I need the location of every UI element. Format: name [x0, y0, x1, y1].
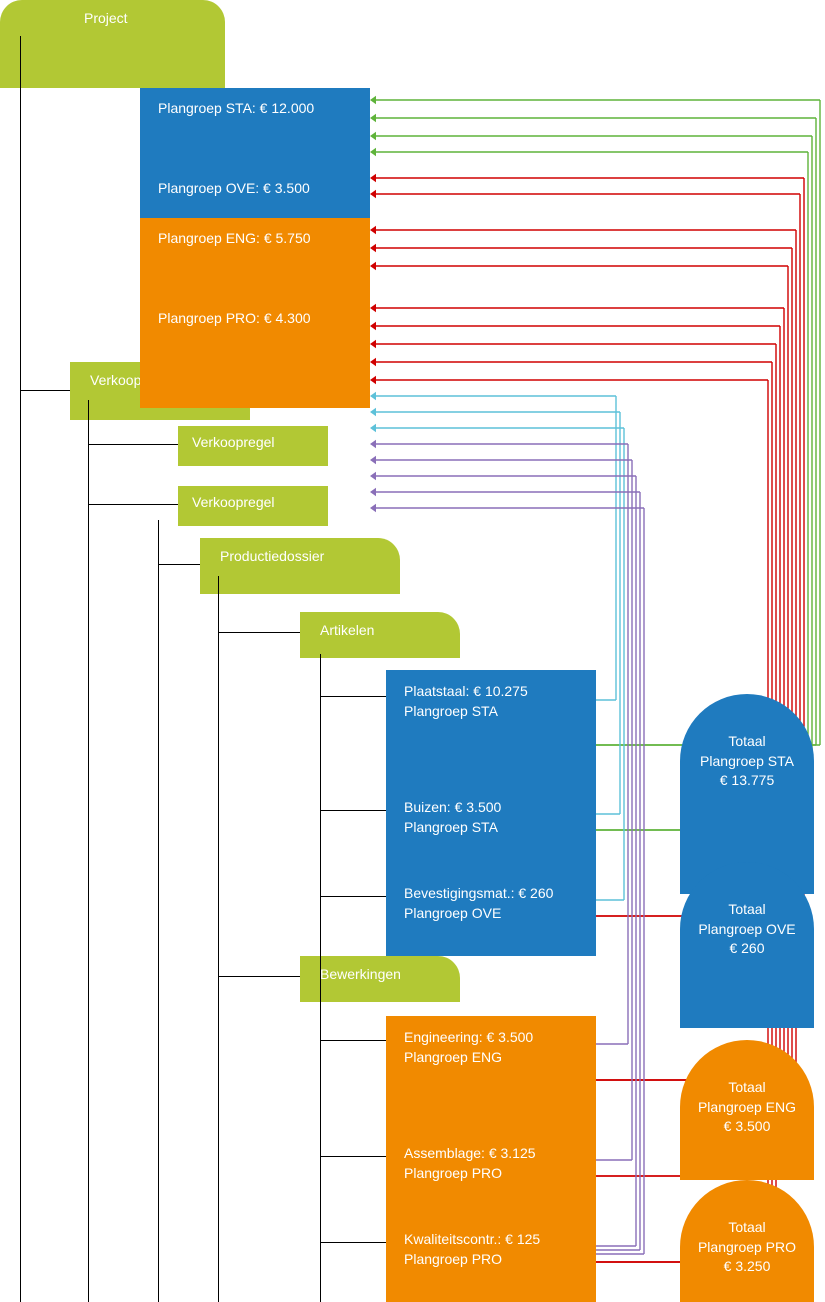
artikel-1-line2: Plangroep STA: [404, 819, 498, 835]
productiedossier-label: Productiedossier: [220, 548, 324, 564]
plangroep-top-1-label: Plangroep OVE: € 3.500: [158, 180, 310, 196]
bewerking-1: Assemblage: € 3.125 Plangroep PRO: [386, 1132, 596, 1218]
tree-vline-2: [158, 520, 159, 1302]
bewerking-1-line2: Plangroep PRO: [404, 1165, 502, 1181]
tree-hline-10: [320, 1156, 386, 1157]
tree-hline-4: [218, 632, 300, 633]
total-0-l1: Totaal: [728, 733, 765, 749]
tree-hline-2: [88, 504, 178, 505]
tree-vline-4: [320, 654, 321, 1302]
total-2-l3: € 3.500: [724, 1118, 771, 1134]
tree-hline-0: [20, 390, 70, 391]
total-1-l1: Totaal: [728, 901, 765, 917]
artikel-0: Plaatstaal: € 10.275 Plangroep STA: [386, 670, 596, 786]
project-node: Project: [0, 0, 225, 88]
tree-hline-1: [88, 444, 178, 445]
tree-hline-8: [320, 896, 386, 897]
plangroep-top-0: Plangroep STA: € 12.000: [140, 88, 370, 168]
plangroep-top-2-label: Plangroep ENG: € 5.750: [158, 230, 311, 246]
total-1-l2: Plangroep OVE: [698, 921, 795, 937]
bewerkingen-node: Bewerkingen: [300, 956, 460, 1002]
total-2-l2: Plangroep ENG: [698, 1099, 796, 1115]
tree-vline-0: [20, 36, 21, 1302]
artikelen-label: Artikelen: [320, 622, 374, 638]
bewerking-2-line1: Kwaliteitscontr.: € 125: [404, 1231, 540, 1247]
verkoopregel2-node: Verkoopregel: [178, 486, 328, 526]
artikel-1: Buizen: € 3.500 Plangroep STA: [386, 786, 596, 872]
bewerking-1-line1: Assemblage: € 3.125: [404, 1145, 536, 1161]
total-pill-1: Totaal Plangroep OVE € 260: [680, 862, 814, 1028]
total-pill-2: Totaal Plangroep ENG € 3.500: [680, 1040, 814, 1180]
tree-hline-6: [320, 696, 386, 697]
plangroep-top-3-label: Plangroep PRO: € 4.300: [158, 310, 311, 326]
verkoopregel1-label: Verkoopregel: [192, 434, 275, 450]
tree-hline-11: [320, 1242, 386, 1243]
plangroep-top-2: Plangroep ENG: € 5.750: [140, 218, 370, 298]
total-3-l2: Plangroep PRO: [698, 1239, 796, 1255]
total-1-l3: € 260: [729, 940, 764, 956]
verkoopregel1-node: Verkoopregel: [178, 426, 328, 466]
bewerking-0-line1: Engineering: € 3.500: [404, 1029, 533, 1045]
total-0-l3: € 13.775: [720, 772, 775, 788]
tree-hline-9: [320, 1040, 386, 1041]
tree-vline-3: [218, 576, 219, 1302]
bewerking-2: Kwaliteitscontr.: € 125 Plangroep PRO: [386, 1218, 596, 1302]
tree-vline-1: [88, 400, 89, 1302]
tree-hline-3: [158, 564, 200, 565]
tree-hline-7: [320, 810, 386, 811]
bewerking-0: Engineering: € 3.500 Plangroep ENG: [386, 1016, 596, 1132]
artikel-0-line1: Plaatstaal: € 10.275: [404, 683, 528, 699]
total-3-l1: Totaal: [728, 1219, 765, 1235]
verkoopregel2-label: Verkoopregel: [192, 494, 275, 510]
productiedossier-node: Productiedossier: [200, 538, 400, 594]
bewerking-0-line2: Plangroep ENG: [404, 1049, 502, 1065]
plangroep-top-0-label: Plangroep STA: € 12.000: [158, 100, 314, 116]
bewerking-2-line2: Plangroep PRO: [404, 1251, 502, 1267]
plangroep-top-1: Plangroep OVE: € 3.500: [140, 168, 370, 218]
total-0-l2: Plangroep STA: [700, 753, 794, 769]
total-3-l3: € 3.250: [724, 1258, 771, 1274]
artikelen-node: Artikelen: [300, 612, 460, 658]
bewerkingen-label: Bewerkingen: [320, 966, 401, 982]
total-pill-3: Totaal Plangroep PRO € 3.250: [680, 1180, 814, 1302]
artikel-1-line1: Buizen: € 3.500: [404, 799, 501, 815]
artikel-0-line2: Plangroep STA: [404, 703, 498, 719]
plangroep-top-3: Plangroep PRO: € 4.300: [140, 298, 370, 408]
total-2-l1: Totaal: [728, 1079, 765, 1095]
artikel-2-line2: Plangroep OVE: [404, 905, 501, 921]
project-label: Project: [84, 10, 128, 26]
artikel-2-line1: Bevestigingsmat.: € 260: [404, 885, 553, 901]
tree-hline-5: [218, 976, 300, 977]
artikel-2: Bevestigingsmat.: € 260 Plangroep OVE: [386, 872, 596, 956]
